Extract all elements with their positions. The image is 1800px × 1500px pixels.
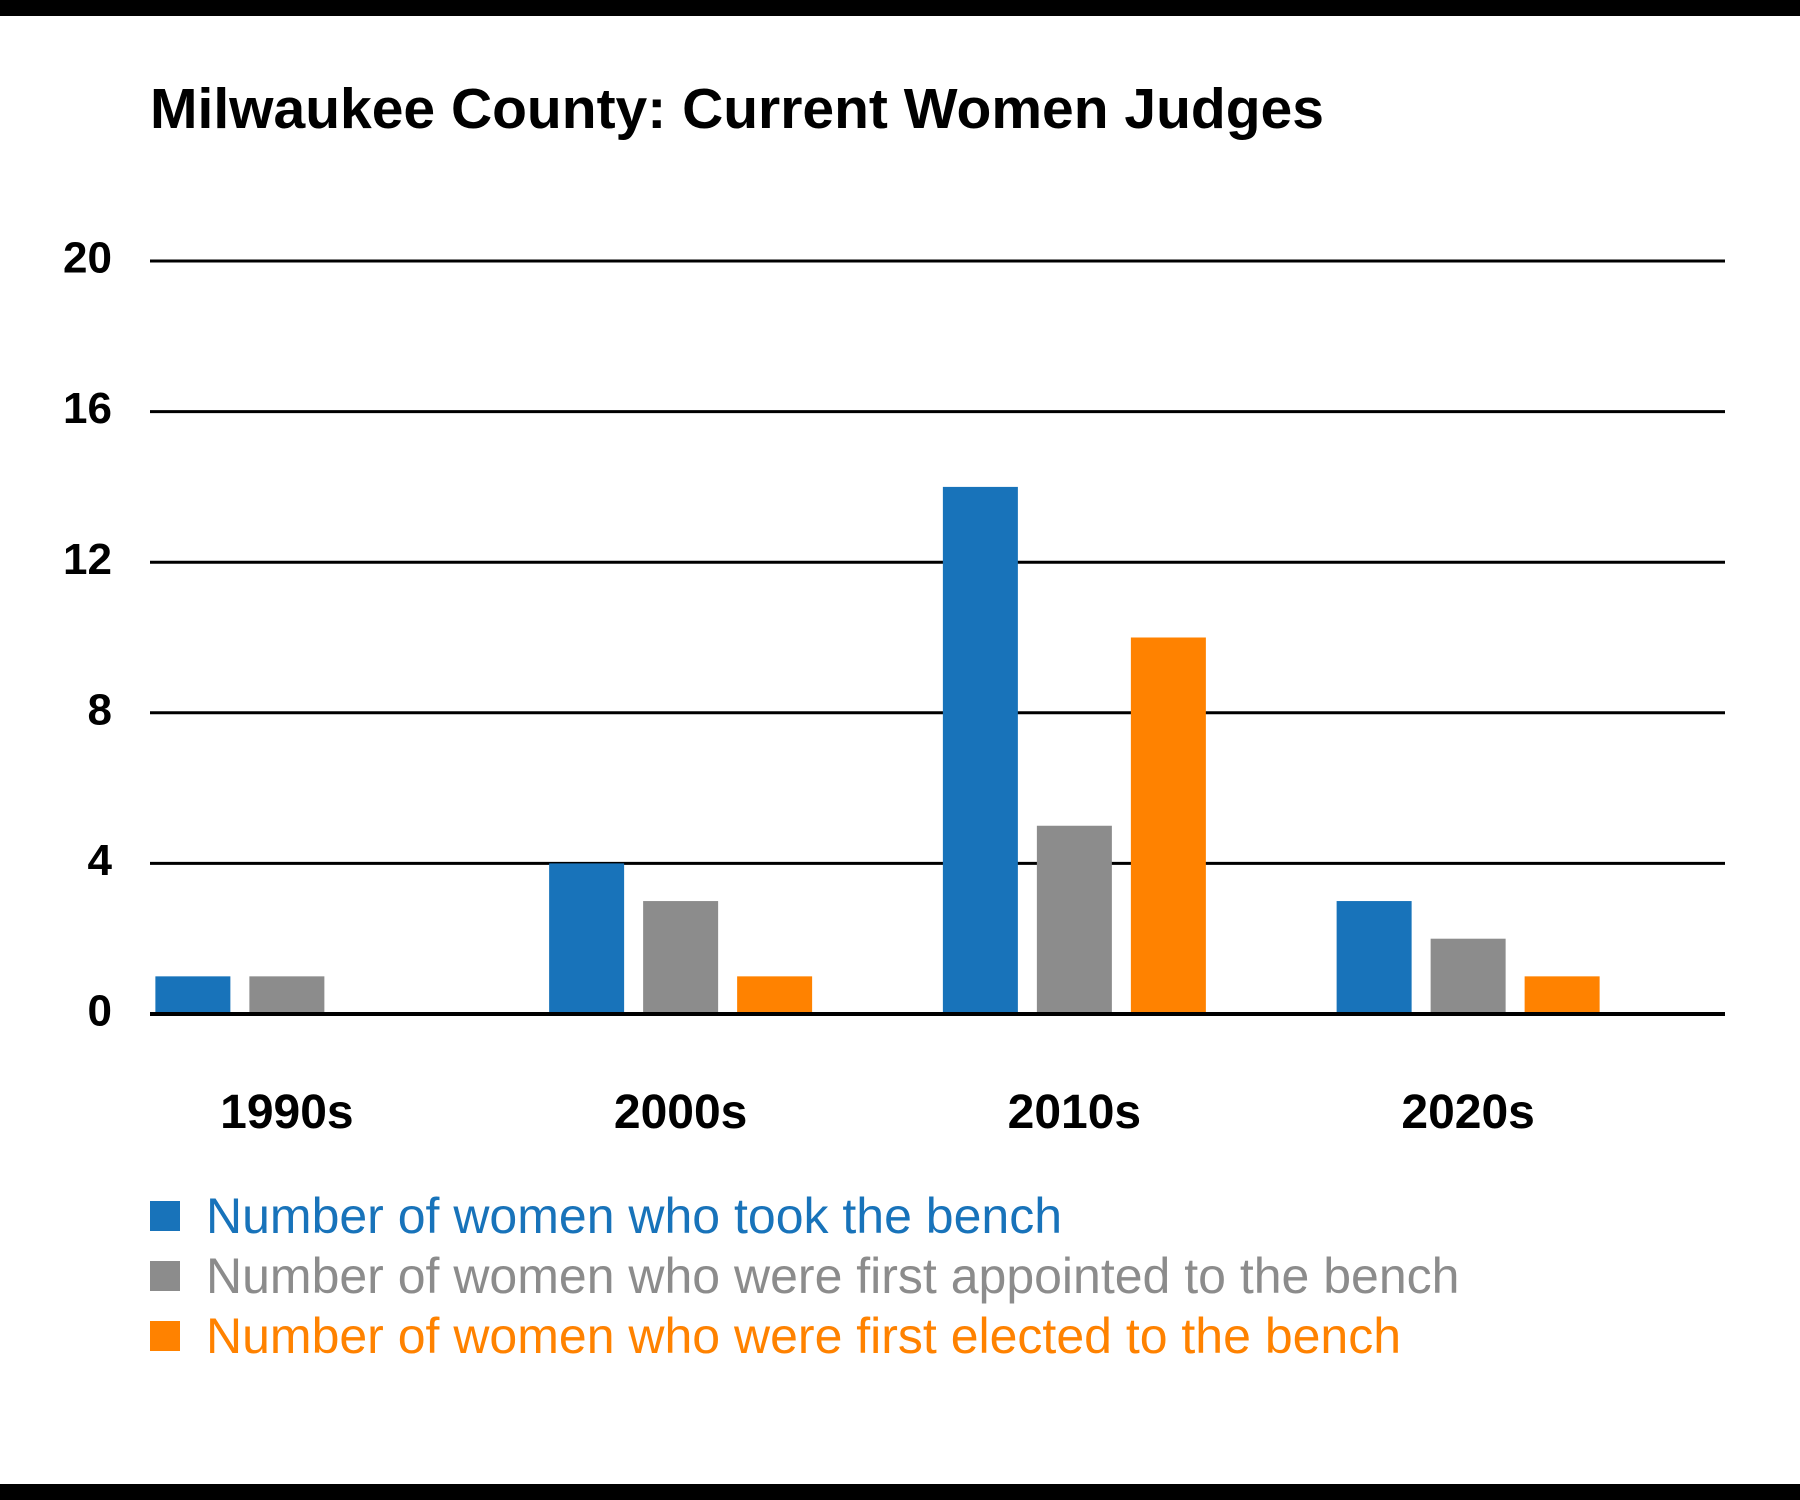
- legend-item: Number of women who were first appointed…: [150, 1246, 1459, 1306]
- legend-swatch: [150, 1201, 180, 1231]
- bars: [155, 486, 1600, 1014]
- y-axis-ticks: 0 4 8 12 16 20: [63, 234, 112, 1036]
- y-tick-label: 8: [88, 685, 112, 734]
- chart-frame: Milwaukee County: Current Women Judges 0…: [0, 16, 1800, 1484]
- x-tick-label: 2000s: [614, 1086, 747, 1139]
- bar-2000s-series-1: [549, 863, 625, 1014]
- y-tick-label: 4: [88, 836, 113, 885]
- bar-2010s-series-1: [942, 486, 1018, 1014]
- bar-2000s-series-2: [643, 901, 719, 1014]
- x-axis-ticks: 1990s 2000s 2010s 2020s: [220, 1086, 1535, 1139]
- bar-2000s-series-3: [737, 976, 813, 1014]
- bar-chart-plot: 0 4 8 12 16 20 1990s 2000s 2010s 2020s: [63, 234, 1725, 1139]
- chart-title: Milwaukee County: Current Women Judges: [150, 77, 1324, 141]
- x-tick-label: 2020s: [1401, 1086, 1534, 1139]
- bar-2010s-series-2: [1036, 825, 1112, 1014]
- y-tick-label: 12: [63, 535, 112, 584]
- legend-label: Number of women who took the bench: [206, 1188, 1063, 1244]
- bar-2010s-series-3: [1130, 637, 1206, 1014]
- bar-1990s-series-2: [249, 976, 325, 1014]
- gridlines: [150, 259, 1725, 865]
- x-tick-label: 1990s: [220, 1086, 353, 1139]
- legend: Number of women who took the bench Number…: [150, 1186, 1459, 1366]
- bar-2020s-series-3: [1524, 976, 1600, 1014]
- y-tick-label: 16: [63, 384, 112, 433]
- x-tick-label: 2010s: [1008, 1086, 1141, 1139]
- bar-2020s-series-1: [1336, 901, 1412, 1014]
- legend-item: Number of women who took the bench: [150, 1186, 1459, 1246]
- bar-1990s-series-1: [155, 976, 231, 1014]
- legend-item: Number of women who were first elected t…: [150, 1306, 1459, 1366]
- y-tick-label: 0: [88, 987, 112, 1036]
- bar-2020s-series-2: [1430, 938, 1506, 1014]
- legend-swatch: [150, 1261, 180, 1291]
- legend-label: Number of women who were first appointed…: [206, 1248, 1460, 1304]
- legend-label: Number of women who were first elected t…: [206, 1308, 1402, 1364]
- legend-swatch: [150, 1321, 180, 1351]
- y-tick-label: 20: [63, 234, 112, 283]
